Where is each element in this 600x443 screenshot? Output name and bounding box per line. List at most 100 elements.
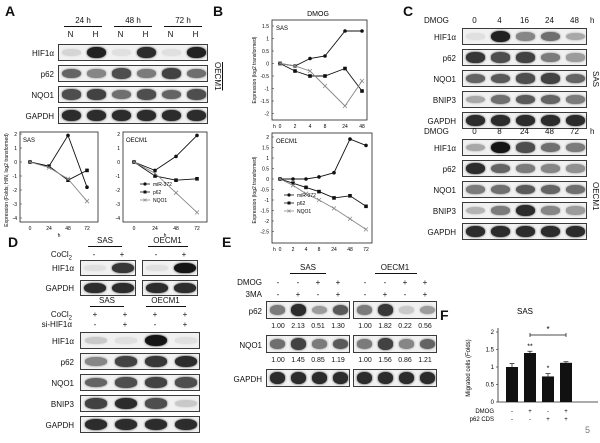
e-nqo1-value: 1.21 — [418, 357, 432, 364]
blot-strip — [462, 160, 587, 177]
b-sas-nqo1-point — [342, 103, 348, 109]
e-sign: - — [276, 290, 280, 299]
e-sign: + — [295, 290, 301, 299]
blot-band — [311, 339, 328, 349]
a-sas-ylabel: Expression (Folds; H/N, log2 transformed… — [4, 133, 10, 227]
blot-band — [516, 32, 535, 41]
blot-band — [87, 69, 106, 78]
blot-band — [377, 338, 394, 350]
b-sas-xtick: 2 — [294, 124, 297, 130]
e-dmog-label: DMOG — [237, 278, 262, 287]
e-row-label: GAPDH — [233, 375, 262, 384]
time-underline — [64, 26, 102, 27]
blot-band — [516, 164, 535, 173]
b-oecm-p62-point — [304, 185, 308, 190]
a-oecm-xtick: 0 — [133, 226, 136, 232]
a-sas-nqo1-point — [84, 198, 90, 204]
b-sas-nqo1-point — [292, 63, 298, 69]
c-bottom-row-label: BNIP3 — [432, 207, 456, 216]
a-legend-label: NQO1 — [153, 198, 167, 204]
b-sas-mir372-point — [308, 56, 312, 61]
blot-band — [332, 304, 349, 316]
b-sas-ytick: 1 — [266, 37, 269, 43]
b-oecm-nqo1-point — [290, 183, 296, 188]
d-sign: + — [152, 310, 158, 319]
f-ytick: 0 — [491, 400, 495, 406]
blot-band — [84, 357, 108, 366]
a-sas-nqo1-point — [27, 159, 33, 165]
row-label: GAPDH — [25, 112, 54, 121]
e-3ma-label: 3MA — [245, 290, 262, 299]
blot-band — [174, 355, 198, 367]
blot-band — [516, 184, 535, 195]
blot-strip — [80, 395, 200, 412]
d-sign: + — [92, 310, 98, 319]
blot-band — [419, 338, 436, 350]
b-sas-xtick: 24 — [342, 124, 348, 130]
blot-band — [541, 142, 560, 153]
blot-strip — [462, 223, 587, 240]
d-sign: + — [181, 250, 187, 259]
b-oecm-p62-point — [348, 194, 352, 198]
b-oecm-ylabel: Expression (log2 transformed) — [252, 156, 258, 223]
page-number: 5 — [584, 425, 590, 435]
b-legend-marker — [287, 209, 291, 213]
a-legend-label: p62 — [153, 190, 162, 196]
blot-band — [84, 265, 106, 271]
a-sas-xtick: 24 — [46, 226, 52, 232]
blot-strip — [142, 280, 198, 296]
blot-band — [137, 89, 156, 100]
blot-band — [419, 305, 436, 315]
blot-band — [332, 338, 349, 350]
e-nqo1-value: 1.00 — [358, 357, 372, 364]
c-bottom-row-label: HIF1α — [434, 144, 456, 153]
blot-band — [144, 398, 168, 409]
b-sas-frame — [271, 19, 368, 121]
blot-band — [466, 162, 485, 174]
blot-strip — [462, 202, 587, 219]
blot-band — [398, 372, 415, 384]
blot-strip — [353, 335, 437, 353]
e-sign: - — [363, 290, 367, 299]
blot-band — [491, 141, 510, 154]
blot-band — [84, 377, 108, 388]
d-si-label: si-HIF1α — [41, 320, 72, 329]
blot-band — [146, 282, 168, 294]
d-sign: + — [122, 310, 128, 319]
e-nqo1-value: 1.45 — [291, 357, 305, 364]
a-oecm-nqo1-line — [133, 161, 198, 213]
blot-band — [290, 304, 307, 316]
blot-strip — [58, 86, 208, 103]
f-bar — [524, 353, 536, 402]
d-cell-underline — [88, 246, 122, 247]
time-underline — [164, 26, 202, 27]
c-bottom-time: 48 — [545, 127, 554, 136]
blot-band — [541, 184, 560, 195]
blot-band — [566, 206, 585, 215]
e-p62-value: 1.82 — [378, 323, 392, 330]
blot-strip — [266, 369, 350, 387]
b-sas-p62-point — [308, 74, 312, 78]
d-sign: + — [119, 250, 125, 259]
f-row-label-p62: p62 CDS — [470, 417, 494, 423]
b-sas-p62-line — [279, 63, 363, 92]
a-legend-marker — [143, 182, 147, 186]
blot-strip — [58, 44, 208, 61]
b-sas-mir372-point — [360, 29, 364, 33]
subscript: 2 — [68, 315, 72, 322]
condition-label: N — [67, 30, 74, 39]
a-oecm-ytick: 2 — [117, 132, 120, 138]
c-top-unit: h — [590, 16, 595, 25]
blot-strip — [462, 91, 587, 108]
b-oecm-nqo1-point — [347, 216, 353, 222]
blot-band — [114, 397, 138, 409]
e-row-label: p62 — [248, 307, 262, 316]
a-sas-mir372-line — [29, 134, 88, 188]
f-dmog-sign: + — [564, 409, 568, 415]
a-oecm-p62-point — [153, 174, 157, 178]
d-cell-sas: SAS — [98, 296, 115, 305]
c-bottom-header: DMOG — [424, 127, 449, 136]
b-oecm-mir372-point — [348, 137, 352, 141]
b-header: DMOG — [307, 11, 329, 18]
